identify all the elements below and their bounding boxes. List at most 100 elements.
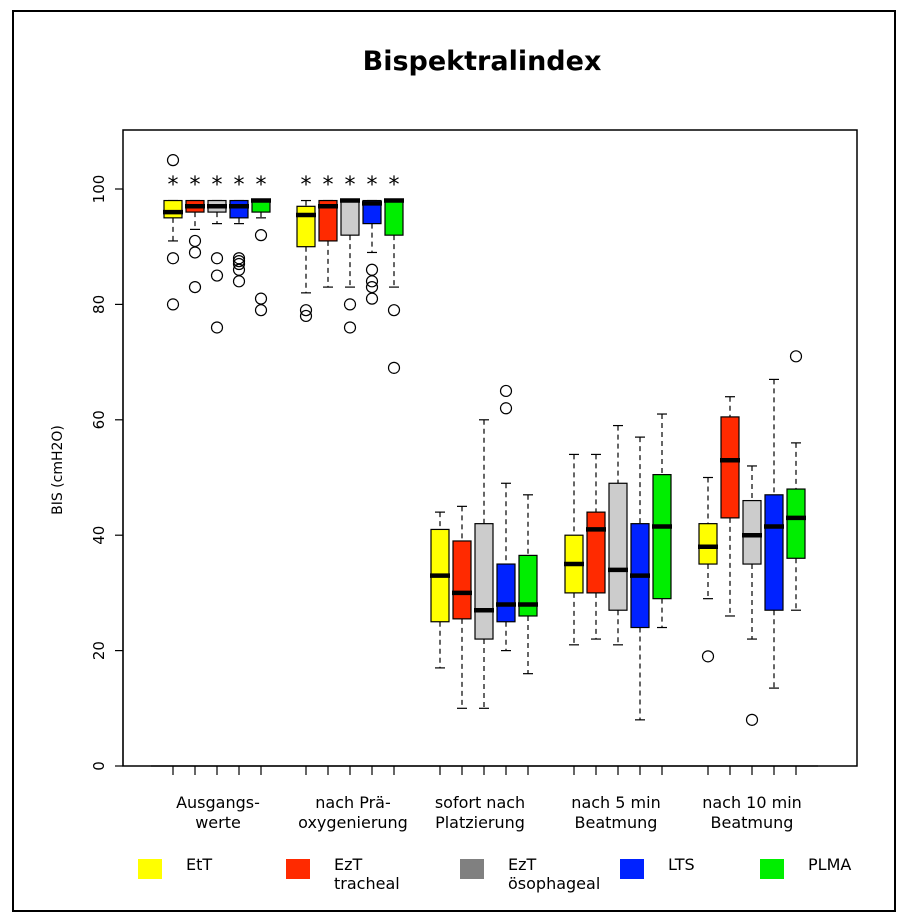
outlier-point [232,255,246,268]
box-ezt-ösophageal-0: * [207,173,227,334]
box-ezt-tracheal-0: * [185,173,205,294]
significance-star: * [212,173,223,198]
legend-label: EtT [186,855,213,874]
box-plma-3 [652,413,672,629]
box-plma-0: * [251,173,271,317]
outlier-point [210,269,224,282]
box-iqr [652,474,672,600]
box-iqr [698,523,718,565]
outlier-point [499,402,513,415]
outlier-point [365,275,379,288]
box-iqr [720,416,740,519]
box-iqr [384,199,404,236]
y-tick-label: 0 [90,761,108,771]
legend-item: EzT ösophageal [460,855,600,893]
outlier-point [232,257,246,271]
significance-star: * [345,173,356,198]
legend-label: LTS [668,855,695,874]
outlier-point [166,298,180,311]
box-lts-0: * [229,173,249,288]
y-tick-label: 20 [90,641,108,660]
outlier-point [254,304,268,317]
outlier-point [299,309,313,323]
chart-title: Bispektralindex [363,46,602,77]
box-iqr [786,488,806,559]
y-tick-label: 100 [90,175,108,204]
y-tick-label: 60 [90,410,108,429]
legend-item: EzT tracheal [286,855,400,893]
box-plma-4 [786,350,806,611]
outlier-point [343,298,357,311]
significance-star: * [190,173,201,198]
box-ezt-ösophageal-1: * [340,173,360,334]
outlier-point [365,263,379,276]
box-lts-4 [764,378,784,689]
y-axis: 0 20 40 60 80 100 [90,175,124,771]
outlier-point [166,154,180,167]
x-group-label: nach Prä-oxygenierung [298,793,408,832]
plot-area [122,129,858,767]
outlier-point [210,321,224,334]
legend-swatch [620,859,644,879]
box-ezt-tracheal-1: * [318,173,338,288]
y-tick-label: 80 [90,295,108,314]
box-iqr [362,199,382,225]
box-ett-3 [564,453,584,646]
x-axis: Ausgangs-werte nach Prä-oxygenierung sofor… [151,765,818,832]
box-ett-1: * [296,173,316,323]
legend-item: EtT [138,855,212,879]
legend-swatch [138,859,162,879]
significance-star: * [323,173,334,198]
significance-star: * [301,173,312,198]
box-iqr [318,199,338,242]
outlier-point [232,275,246,288]
outlier-point [188,246,202,259]
box-plma-1: * [384,173,404,374]
x-group-label: nach 10 min Beatmung [702,793,802,832]
box-ezt-ösophageal-4 [742,465,762,726]
significance-star: * [367,173,378,198]
outlier-point [365,292,379,305]
outlier-point [789,350,803,363]
outlier-point [254,229,268,242]
outlier-point [210,252,224,265]
legend: EtT EzT tracheal EzT ösophageal LTS PLMA [0,855,908,905]
box-lts-1: * [362,173,382,305]
legend-item: LTS [620,855,695,879]
box-lts-2 [496,384,516,652]
box-iqr [586,511,606,594]
box-ett-0: * [163,154,183,311]
box-iqr [452,540,472,620]
box-iqr [340,199,360,236]
box-iqr [496,563,516,623]
box-iqr [518,554,538,617]
y-tick-label: 40 [90,526,108,545]
box-ezt-tracheal-2 [452,505,472,709]
box-iqr [229,199,249,219]
box-ett-2 [430,511,450,669]
legend-item: PLMA [760,855,851,879]
legend-swatch [760,859,784,879]
box-iqr [608,482,628,611]
legend-label: PLMA [808,855,852,874]
box-iqr [764,494,784,611]
legend-swatch [460,859,484,879]
outlier-point [166,252,180,265]
outlier-point [254,292,268,305]
legend-label: EzT ösophageal [508,855,601,893]
significance-star: * [389,173,400,198]
box-ezt-ösophageal-2 [474,419,494,709]
box-iqr [163,199,183,219]
outlier-point [701,650,715,663]
box-ezt-tracheal-3 [586,453,606,640]
box-ezt-ösophageal-3 [608,424,628,646]
significance-star: * [256,173,267,198]
outlier-point [745,713,759,726]
box-lts-3 [630,436,650,721]
significance-star: * [234,173,245,198]
box-iqr [742,499,762,565]
outlier-point [499,384,513,398]
boxplot-marks: * * * * * * * * * * [163,154,806,726]
box-ezt-tracheal-4 [720,396,740,617]
